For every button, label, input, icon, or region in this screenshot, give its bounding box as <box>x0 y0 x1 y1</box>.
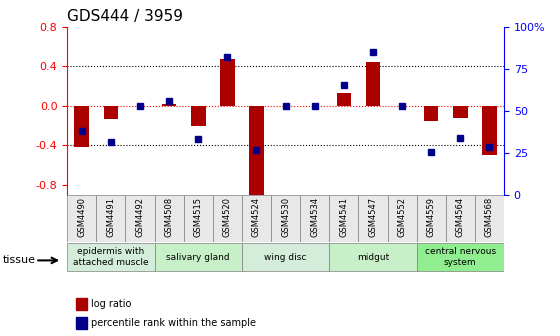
FancyBboxPatch shape <box>388 195 417 242</box>
FancyBboxPatch shape <box>446 195 475 242</box>
Text: GSM4520: GSM4520 <box>223 197 232 237</box>
Bar <box>453 106 468 118</box>
Text: GSM4515: GSM4515 <box>194 197 203 237</box>
Bar <box>220 59 235 106</box>
FancyBboxPatch shape <box>300 195 329 242</box>
FancyBboxPatch shape <box>67 243 155 271</box>
Text: GSM4568: GSM4568 <box>485 197 494 238</box>
Text: midgut: midgut <box>357 253 389 261</box>
Text: GSM4547: GSM4547 <box>368 197 377 237</box>
FancyBboxPatch shape <box>329 195 358 242</box>
Text: central nervous
system: central nervous system <box>424 247 496 267</box>
Text: GSM4552: GSM4552 <box>398 197 407 237</box>
FancyBboxPatch shape <box>125 195 155 242</box>
Text: GSM4564: GSM4564 <box>456 197 465 237</box>
Text: epidermis with
attached muscle: epidermis with attached muscle <box>73 247 149 267</box>
Text: GSM4524: GSM4524 <box>252 197 261 237</box>
Bar <box>104 106 118 119</box>
Bar <box>249 106 264 195</box>
FancyBboxPatch shape <box>417 195 446 242</box>
FancyBboxPatch shape <box>155 195 184 242</box>
Bar <box>366 62 380 106</box>
FancyBboxPatch shape <box>213 195 242 242</box>
FancyBboxPatch shape <box>184 195 213 242</box>
Text: percentile rank within the sample: percentile rank within the sample <box>91 318 256 328</box>
Text: GSM4534: GSM4534 <box>310 197 319 237</box>
Bar <box>482 106 497 155</box>
Bar <box>76 317 87 329</box>
FancyBboxPatch shape <box>242 243 329 271</box>
Text: salivary gland: salivary gland <box>166 253 230 261</box>
Bar <box>74 106 89 148</box>
FancyBboxPatch shape <box>155 243 242 271</box>
Text: GSM4541: GSM4541 <box>339 197 348 237</box>
Text: log ratio: log ratio <box>91 299 132 309</box>
FancyBboxPatch shape <box>417 243 504 271</box>
Text: GSM4508: GSM4508 <box>165 197 174 237</box>
Text: GSM4559: GSM4559 <box>427 197 436 237</box>
Text: wing disc: wing disc <box>264 253 307 261</box>
FancyBboxPatch shape <box>242 195 271 242</box>
Bar <box>76 298 87 310</box>
FancyBboxPatch shape <box>329 243 417 271</box>
FancyBboxPatch shape <box>67 195 96 242</box>
Text: tissue: tissue <box>3 255 36 265</box>
Text: GSM4530: GSM4530 <box>281 197 290 237</box>
Text: GSM4492: GSM4492 <box>136 197 144 237</box>
Bar <box>424 106 438 121</box>
Text: GDS444 / 3959: GDS444 / 3959 <box>67 9 183 24</box>
FancyBboxPatch shape <box>358 195 388 242</box>
FancyBboxPatch shape <box>96 195 125 242</box>
FancyBboxPatch shape <box>271 195 300 242</box>
Bar <box>162 104 176 106</box>
Text: GSM4490: GSM4490 <box>77 197 86 237</box>
Bar <box>337 93 351 106</box>
Text: GSM4491: GSM4491 <box>106 197 115 237</box>
Bar <box>191 106 206 126</box>
FancyBboxPatch shape <box>475 195 504 242</box>
